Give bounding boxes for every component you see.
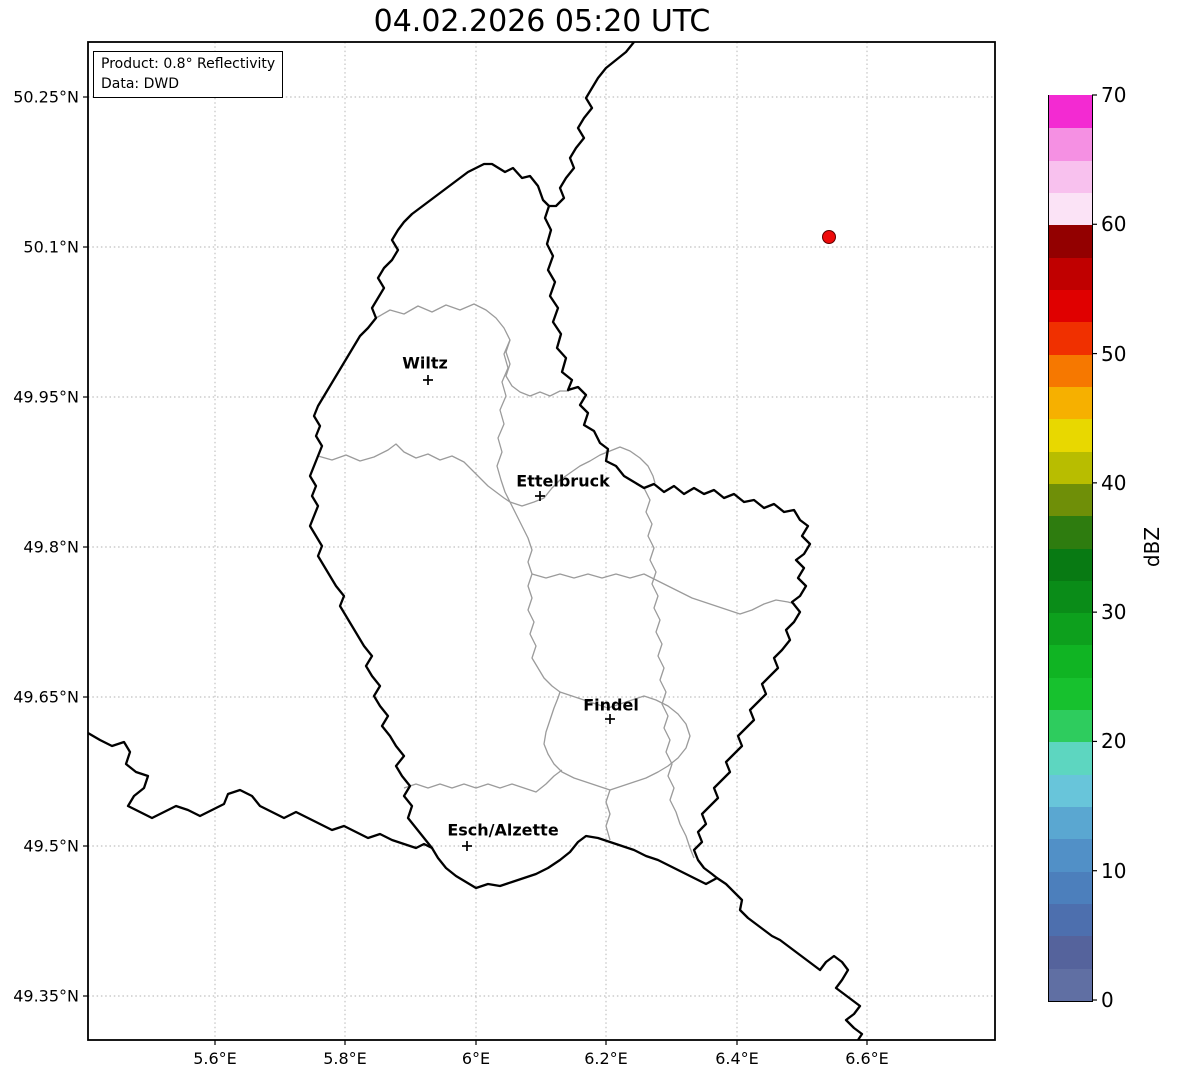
colorbar-segment xyxy=(1049,902,1092,937)
border-france-germany xyxy=(715,876,864,1040)
colorbar-segment xyxy=(1049,935,1092,969)
colorbar-segment xyxy=(1049,191,1092,226)
colorbar-segment xyxy=(1049,353,1092,387)
colorbar-segment xyxy=(1049,579,1092,614)
colorbar-segment xyxy=(1049,94,1092,129)
figure-title: 04.02.2026 05:20 UTC xyxy=(373,4,711,39)
colorbar-segment xyxy=(1049,450,1092,484)
colorbar-segment xyxy=(1049,126,1092,161)
colorbar-segment xyxy=(1049,805,1092,840)
colorbar-segment xyxy=(1049,385,1092,420)
map-borders xyxy=(88,42,864,1040)
colorbar-segment xyxy=(1049,741,1092,775)
colorbar-segment xyxy=(1049,514,1092,549)
colorbar-segment xyxy=(1049,482,1092,517)
district-border xyxy=(496,339,511,503)
colorbar-segment xyxy=(1049,773,1092,808)
colorbar-segment xyxy=(1049,256,1092,290)
colorbar-segment xyxy=(1049,708,1092,743)
colorbar-segment xyxy=(1049,288,1092,323)
district-border xyxy=(375,303,569,397)
district-border xyxy=(643,487,695,859)
colorbar-segment xyxy=(1049,611,1092,646)
plot-area xyxy=(88,42,995,1040)
radar-site-marker xyxy=(822,230,836,244)
city-markers xyxy=(423,375,615,851)
colorbar-segment xyxy=(1049,223,1092,258)
border-france-belgium xyxy=(88,731,434,850)
district-border xyxy=(605,789,611,841)
district-borders xyxy=(317,303,796,859)
colorbar-segment xyxy=(1049,547,1092,581)
colorbar xyxy=(1048,94,1093,1002)
colorbar-segment xyxy=(1049,417,1092,452)
annotation-product: Product: 0.8° Reflectivity xyxy=(101,56,276,72)
country-border-luxembourg xyxy=(308,162,812,890)
colorbar-segment xyxy=(1049,644,1092,678)
annotation-box: Product: 0.8° Reflectivity Data: DWD xyxy=(93,51,284,99)
district-border xyxy=(403,769,563,793)
district-border xyxy=(317,443,511,503)
colorbar-segment xyxy=(1049,870,1092,905)
annotation-source: Data: DWD xyxy=(101,75,179,92)
district-border xyxy=(543,691,691,791)
colorbar-axis-label: dBZ xyxy=(1140,526,1164,568)
border-belgium-germany xyxy=(547,42,636,208)
district-border xyxy=(531,573,796,615)
colorbar-segment xyxy=(1049,159,1092,193)
colorbar-segment xyxy=(1049,967,1092,1001)
plot-frame xyxy=(87,41,996,1041)
colorbar-segment xyxy=(1049,320,1092,355)
colorbar-segment xyxy=(1049,838,1092,872)
colorbar-segment xyxy=(1049,676,1092,711)
district-border xyxy=(509,501,561,693)
